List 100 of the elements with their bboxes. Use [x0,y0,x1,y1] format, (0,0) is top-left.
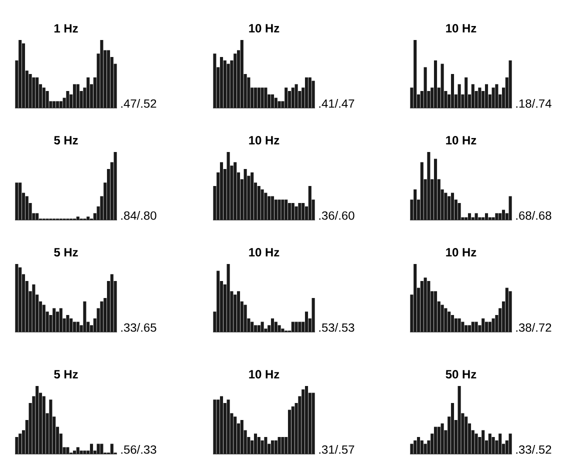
bar [288,90,292,108]
bar [484,322,488,332]
bar [450,192,454,220]
bar [281,328,284,332]
bar [42,88,46,108]
bar [414,40,417,108]
bar [416,437,420,454]
bar [244,168,247,220]
bar [56,312,60,332]
bar [478,217,482,220]
bar [36,213,39,220]
bar [270,318,274,332]
bar [46,90,49,108]
bar [427,280,430,332]
bar [498,434,502,454]
bar [52,308,56,332]
bar [274,322,278,332]
bar [234,162,237,220]
bar [72,84,76,108]
bar [424,444,427,454]
bar [291,88,294,108]
bar [226,264,230,332]
bar [434,426,438,454]
bar [302,389,305,454]
bar [240,420,244,454]
bar [72,450,76,454]
bar [257,186,260,220]
bar [270,440,274,454]
bar [488,434,492,454]
bar [484,213,488,220]
bar [450,403,454,454]
bar [492,88,495,108]
bar [508,434,512,454]
bar [234,294,237,332]
bar [508,291,512,332]
bar [478,88,482,108]
bar [42,396,46,454]
bar [420,162,424,220]
bar [464,325,468,332]
bar [254,88,258,108]
bar [450,314,454,332]
bar [434,60,438,108]
bar [25,196,28,220]
bar [291,322,294,332]
chart-title: 5 Hz [54,248,78,256]
bar [18,182,22,220]
bar [80,450,83,454]
bar [464,77,468,108]
bar [66,447,70,454]
bar [468,325,472,332]
bar [96,444,100,454]
bar [454,318,458,332]
text: .41/.47 [319,99,354,108]
bar [414,440,417,454]
bar [424,278,427,332]
chart-title: 10 Hz [249,136,280,144]
text: .18/.74 [516,99,552,108]
bar [304,386,308,454]
bar [18,434,22,454]
text: .38/.72 [516,323,552,332]
bar [294,206,298,220]
bar [250,172,254,220]
bar [257,325,260,332]
bar [312,298,315,332]
chart-title: 1 Hz [54,24,78,32]
bar [59,308,62,332]
bar [278,101,281,108]
bar [308,77,312,108]
bar [86,77,90,108]
bar [76,322,80,332]
bar [294,322,298,332]
bar [49,400,52,454]
bar [226,400,230,454]
text: .47/.52 [121,99,156,108]
bar [474,434,478,454]
bar [284,200,288,220]
bar [288,410,292,454]
bar [220,56,224,108]
bar [260,440,264,454]
bar [505,288,508,332]
bar [312,80,315,108]
bar [36,77,39,108]
bar [223,60,226,108]
bar [110,444,114,454]
bar [70,318,73,332]
bar [474,213,478,220]
bar [444,308,448,332]
bar [281,437,284,454]
bar [216,400,220,454]
chart-title: 5 Hz [54,136,78,144]
bar [312,392,315,454]
bar [458,84,461,108]
bar [216,270,220,332]
chart-title: 10 Hz [249,24,280,32]
bar [482,430,485,454]
bar [76,447,80,454]
bar [264,88,268,108]
bar [274,440,278,454]
bar [461,322,464,332]
bar [427,152,430,220]
